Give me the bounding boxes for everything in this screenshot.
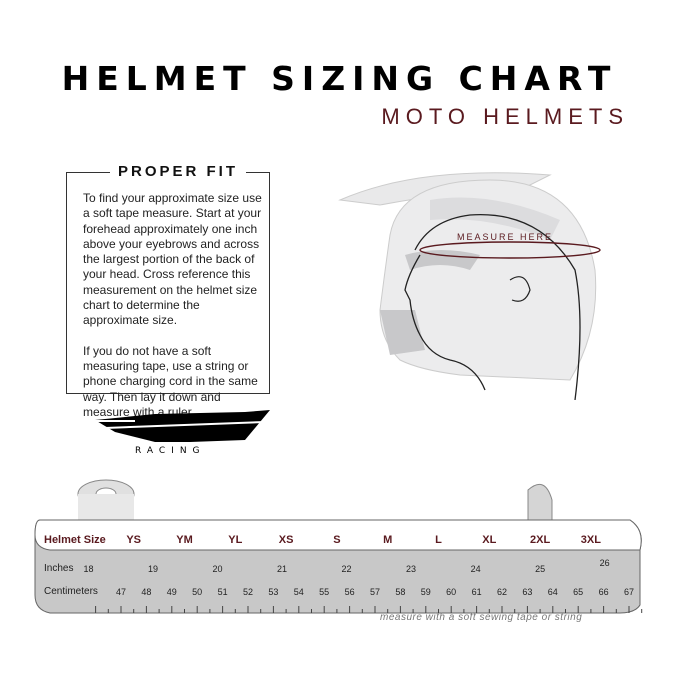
proper-fit-title: PROPER FIT xyxy=(110,163,247,180)
helmet-head-diagram: MEASURE HERE xyxy=(338,172,601,400)
logo-racing-text: RACING xyxy=(135,446,206,455)
cm-label: 67 xyxy=(623,587,635,597)
page-subtitle: MOTO HELMETS xyxy=(381,104,629,129)
inch-label: 24 xyxy=(470,564,481,574)
proper-fit-text: To find your approximate size use a soft… xyxy=(83,191,263,435)
size-label: L xyxy=(435,534,442,546)
cm-label: 64 xyxy=(547,587,558,597)
inch-label: 25 xyxy=(535,564,546,574)
page-title: HELMET SIZING CHART xyxy=(61,59,618,98)
cm-label: 47 xyxy=(115,587,127,597)
inch-label: 22 xyxy=(341,564,352,574)
inch-label: 20 xyxy=(212,564,223,574)
fly-racing-logo: RACING xyxy=(95,410,270,455)
size-label: 2XL xyxy=(530,534,551,546)
inches-row-label: Inches xyxy=(44,563,74,574)
cm-label: 59 xyxy=(420,587,431,597)
size-label: S xyxy=(333,534,341,546)
centimeters-row-label: Centimeters xyxy=(44,586,98,597)
measuring-tape xyxy=(34,479,643,614)
size-label: YM xyxy=(176,534,193,546)
cm-label: 56 xyxy=(344,587,355,597)
instructions-paragraph: To find your approximate size use a soft… xyxy=(83,191,262,328)
cm-label: 50 xyxy=(192,587,203,597)
size-label: 3XL xyxy=(580,534,601,546)
inch-label: 26 xyxy=(599,558,610,568)
cm-label: 57 xyxy=(369,587,381,597)
size-label: M xyxy=(383,534,393,546)
cm-label: 53 xyxy=(268,587,279,597)
helmet-size-row-label: Helmet Size xyxy=(44,534,106,546)
inch-label: 23 xyxy=(406,564,417,574)
cm-label: 48 xyxy=(141,587,152,597)
alternative-paragraph: If you do not have a soft measuring tape… xyxy=(83,343,258,419)
inch-label: 19 xyxy=(147,564,159,574)
cm-label: 65 xyxy=(573,587,584,597)
size-label: XL xyxy=(482,534,497,546)
cm-label: 61 xyxy=(471,587,482,597)
cm-label: 58 xyxy=(395,587,406,597)
cm-label: 52 xyxy=(242,587,254,597)
inch-label: 21 xyxy=(277,564,288,574)
tape-caption: measure with a soft sewing tape or strin… xyxy=(380,612,583,623)
cm-label: 55 xyxy=(319,587,330,597)
inch-label: 18 xyxy=(83,564,94,574)
measure-here-label: MEASURE HERE xyxy=(457,232,553,242)
cm-label: 66 xyxy=(598,587,609,597)
size-label: YL xyxy=(228,534,243,546)
size-label: YS xyxy=(126,534,142,546)
cm-label: 51 xyxy=(217,587,228,597)
cm-label: 63 xyxy=(522,587,533,597)
cm-label: 60 xyxy=(446,587,457,597)
cm-label: 54 xyxy=(293,587,304,597)
cm-label: 49 xyxy=(166,587,177,597)
cm-label: 62 xyxy=(496,587,508,597)
size-label: XS xyxy=(278,534,294,546)
